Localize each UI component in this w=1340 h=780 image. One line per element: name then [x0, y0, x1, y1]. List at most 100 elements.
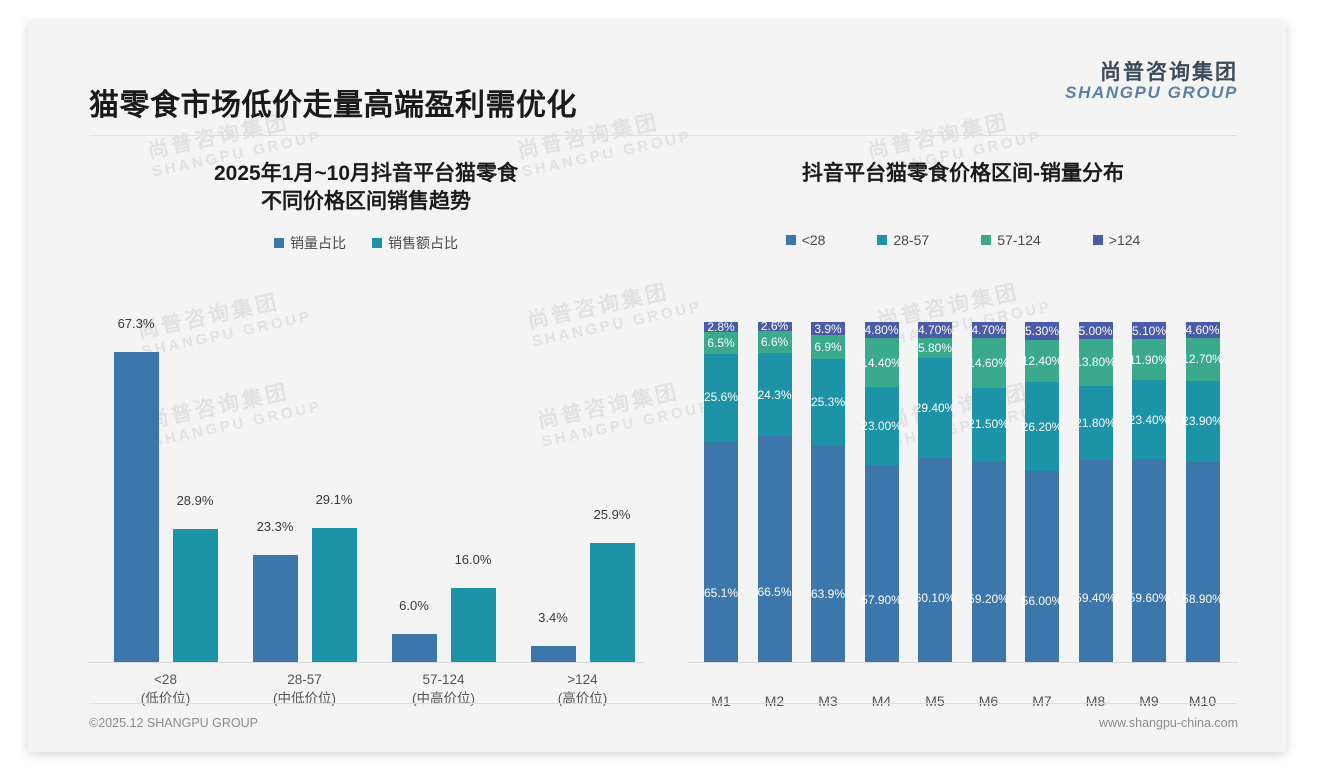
stacked-bar-column[interactable]: 4.60% 12.70% 23.90% 58.90% — [1182, 322, 1223, 662]
stacked-bar-segment[interactable]: 60.10% — [915, 457, 955, 662]
chart-panel-right: 抖音平台猫零食价格区间-销量分布 <28 28-57 57-124 >124 2… — [678, 142, 1248, 712]
bar-sales-volume[interactable] — [530, 646, 576, 662]
stacked-bar-segment[interactable]: 6.9% — [811, 335, 845, 359]
stacked-bar-segment[interactable]: 25.6% — [704, 353, 738, 441]
stacked-bar-segment[interactable]: 4.60% — [1185, 322, 1220, 338]
axis-baseline — [688, 662, 1238, 663]
stacked-bar-segment[interactable]: 5.00% — [1078, 322, 1113, 339]
stacked-bar-segment[interactable]: 4.70% — [971, 322, 1006, 338]
stacked-bar-segment[interactable]: 3.9% — [811, 322, 845, 336]
stacked-bar-segment[interactable]: 6.5% — [704, 331, 738, 354]
bar-group: 67.3% 28.9% — [96, 316, 235, 662]
stacked-bar-segment[interactable]: 66.5% — [757, 435, 792, 662]
bar-column[interactable]: 16.0% — [450, 322, 496, 662]
stacked-bar-segment[interactable]: 13.80% — [1075, 339, 1116, 386]
legend-item-57-124[interactable]: 57-124 — [981, 232, 1041, 248]
bar-value-label: 3.4% — [538, 610, 568, 625]
x-axis-tick: M8 — [1085, 693, 1106, 709]
footer-divider — [89, 703, 1237, 704]
legend-item-gt124[interactable]: >124 — [1092, 232, 1140, 248]
stacked-bar-segment[interactable]: 23.00% — [861, 387, 902, 466]
segment-value-label: 59.20% — [968, 591, 1009, 606]
chart-legend-right: <28 28-57 57-124 >124 — [678, 232, 1248, 248]
bar-column[interactable]: 23.3% — [252, 322, 298, 662]
stacked-bar-segment[interactable]: 24.3% — [757, 353, 792, 436]
stacked-bar-segment[interactable]: 56.00% — [1022, 471, 1062, 662]
stacked-bar-segment[interactable]: 58.90% — [1182, 461, 1223, 662]
bar-sales-amount[interactable] — [450, 588, 496, 662]
stacked-bar-segment[interactable]: 59.40% — [1075, 460, 1116, 662]
stacked-bar-column[interactable]: 4.70% 5.80% 29.40% 60.10% — [915, 322, 955, 662]
stacked-bar-segment[interactable]: 12.40% — [1022, 340, 1062, 383]
legend-item-28-57[interactable]: 28-57 — [877, 232, 929, 248]
stacked-bar-plot: 2.8% 6.5% 25.6% 65.1% M1 2.6% 6.6% 24.3% 66.5% M2… — [688, 307, 1238, 711]
segment-value-label: 11.90% — [1129, 352, 1169, 367]
stacked-bar-segment[interactable]: 65.1% — [704, 440, 738, 662]
stacked-bar-segment[interactable]: 26.20% — [1022, 382, 1062, 472]
bar-sales-amount[interactable] — [589, 543, 635, 662]
bar-value-label: 23.3% — [256, 519, 294, 534]
stacked-bar-segment[interactable]: 14.60% — [968, 337, 1009, 388]
legend-item-sales-amount[interactable]: 销售额占比 — [372, 233, 458, 253]
stacked-bar-column[interactable]: 3.9% 6.9% 25.3% 63.9% — [811, 322, 845, 662]
stacked-bar-segment[interactable]: 4.70% — [918, 322, 952, 338]
stacked-bar-column[interactable]: 4.80% 14.40% 23.00% 57.90% — [861, 322, 902, 662]
stacked-bar-segment[interactable]: 5.80% — [918, 337, 952, 358]
x-axis-tick: <28 (低价位) — [96, 670, 235, 709]
stacked-bar-segment[interactable]: 57.90% — [861, 465, 902, 662]
segment-value-label: 23.90% — [1182, 414, 1223, 429]
legend-item-lt28[interactable]: <28 — [785, 232, 825, 248]
legend-swatch-icon — [981, 235, 992, 246]
stacked-bar-segment[interactable]: 23.90% — [1182, 380, 1223, 462]
stacked-bar-column[interactable]: 5.30% 12.40% 26.20% 56.00% — [1022, 322, 1062, 662]
stacked-bar-column[interactable]: 5.00% 13.80% 21.80% 59.40% — [1075, 322, 1116, 662]
chart-title-left-line1: 2025年1月~10月抖音平台猫零食 — [213, 162, 519, 185]
stacked-bar-column[interactable]: 2.6% 6.6% 24.3% 66.5% — [757, 319, 792, 662]
bar-sales-amount[interactable] — [311, 528, 357, 662]
bar-sales-volume[interactable] — [391, 634, 437, 662]
stacked-bar-segment[interactable]: 2.8% — [704, 320, 738, 334]
stacked-bar-segment[interactable]: 4.80% — [864, 322, 899, 339]
legend-swatch-icon — [785, 235, 796, 246]
bar-column[interactable]: 6.0% — [391, 322, 437, 662]
bar-column[interactable]: 25.9% — [589, 322, 635, 662]
segment-value-label: 59.60% — [1128, 591, 1170, 606]
segment-value-label: 29.40% — [914, 400, 956, 415]
stacked-bar-segment[interactable]: 5.10% — [1132, 322, 1166, 340]
legend-label: 销量占比 — [290, 234, 346, 251]
stacked-bar-segment[interactable]: 59.60% — [1129, 459, 1169, 662]
grouped-bar-plot: 67.3% 28.9% <28 (低价位) 23.3% 29. — [88, 307, 644, 711]
stacked-bar-segment[interactable]: 21.80% — [1075, 385, 1116, 461]
legend-item-sales-volume[interactable]: 销量占比 — [274, 233, 346, 253]
bar-column[interactable]: 67.3% — [113, 316, 159, 662]
segment-value-label: 23.40% — [1128, 412, 1170, 427]
stacked-bar-column[interactable]: 4.70% 14.60% 21.50% 59.20% — [968, 322, 1009, 662]
stacked-bar-segment[interactable]: 25.3% — [811, 358, 845, 445]
bar-column[interactable]: 28.9% — [172, 322, 218, 662]
stacked-bar-segment[interactable]: 23.40% — [1129, 379, 1169, 460]
stacked-bar-segment[interactable]: 14.40% — [861, 338, 902, 388]
bar-group: 6.0% 16.0% — [374, 322, 513, 662]
stacked-bar-segment[interactable]: 59.20% — [968, 460, 1009, 662]
stacked-bar-segment[interactable]: 11.90% — [1129, 339, 1169, 380]
segment-value-label: 12.40% — [1021, 354, 1063, 369]
stacked-bar-column[interactable]: 2.8% 6.5% 25.6% 65.1% — [704, 320, 738, 662]
bar-value-label: 29.1% — [315, 492, 353, 507]
stacked-bar-segment[interactable]: 6.6% — [757, 330, 792, 354]
stacked-bar-segment[interactable]: 63.9% — [811, 444, 845, 662]
stacked-bar-segment[interactable]: 21.50% — [968, 387, 1009, 461]
page-title: 猫零食市场低价走量高端盈利需优化 — [89, 89, 577, 122]
bar-sales-volume[interactable] — [113, 352, 159, 662]
bar-sales-volume[interactable] — [252, 555, 298, 662]
stacked-bar-segment[interactable]: 12.70% — [1182, 337, 1223, 381]
bar-column[interactable]: 3.4% — [530, 322, 576, 662]
stacked-bar-column[interactable]: 5.10% 11.90% 23.40% 59.60% — [1129, 322, 1169, 662]
legend-swatch-icon — [877, 235, 888, 246]
stacked-bar-segment[interactable]: 5.30% — [1024, 322, 1060, 341]
bar-sales-amount[interactable] — [172, 529, 218, 662]
stacked-bar-segment[interactable]: 29.40% — [915, 357, 955, 458]
stacked-bar-segment[interactable]: 2.6% — [757, 319, 792, 333]
bar-column[interactable]: 29.1% — [311, 322, 357, 662]
bar-group: 3.4% 25.9% — [513, 322, 652, 662]
segment-value-label: 5.30% — [1024, 324, 1060, 338]
